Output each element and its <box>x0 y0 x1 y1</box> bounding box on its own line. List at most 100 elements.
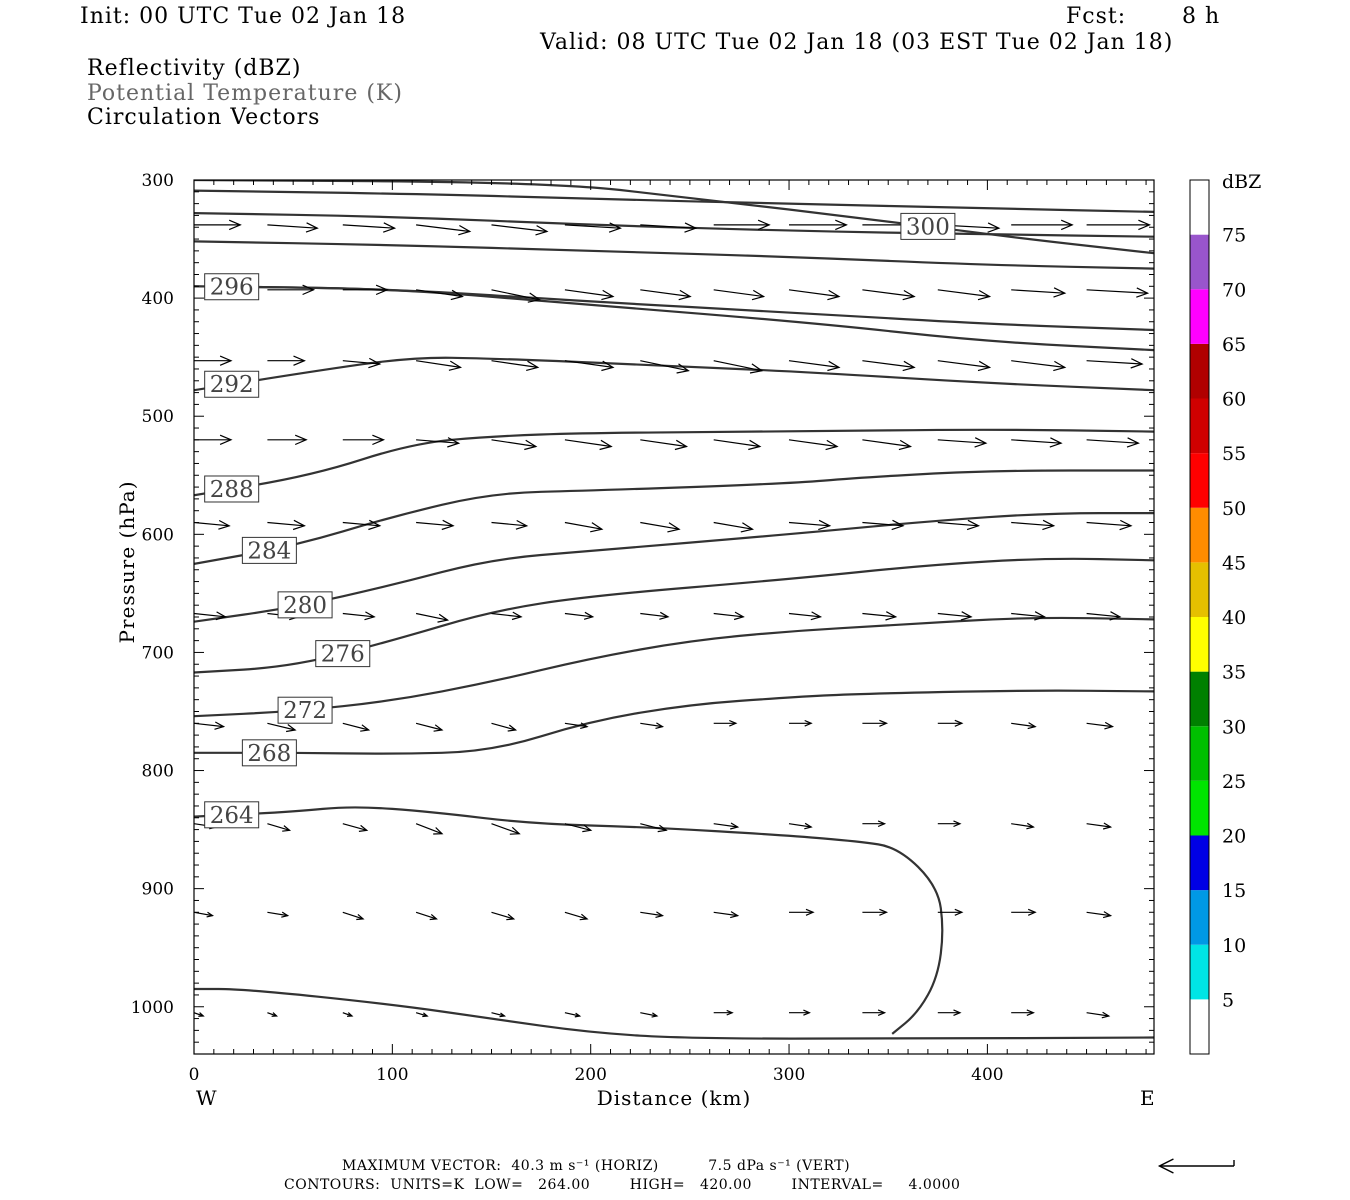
axis-labels: 0 100 200 300 400 300 400 500 600 700 800 900 1000 Di… <box>115 171 1155 1110</box>
vector-shaft <box>267 521 305 527</box>
circulation-vector <box>937 519 981 531</box>
circulation-vector <box>713 822 740 830</box>
circulation-vector <box>1086 721 1115 730</box>
circulation-vector <box>1011 219 1074 231</box>
y-tick-label: 700 <box>142 643 174 663</box>
vector-shaft <box>491 1012 505 1017</box>
circulation-vector <box>1011 611 1047 621</box>
vector-shaft <box>1086 439 1139 444</box>
vector-head <box>509 826 521 835</box>
vector-shaft <box>713 521 753 530</box>
vector-head <box>507 724 518 732</box>
vector-head <box>422 1012 429 1018</box>
vector-shaft <box>713 612 744 618</box>
vector-head <box>977 360 992 372</box>
vector-shaft <box>416 224 470 233</box>
contour-line-276 <box>194 557 1154 674</box>
circulation-vector <box>788 439 839 451</box>
vector-head <box>1109 611 1122 621</box>
vector-shaft <box>1011 612 1045 618</box>
colorbar-level-label: 10 <box>1222 935 1246 957</box>
vector-shaft <box>491 360 538 368</box>
circulation-vector <box>267 222 319 233</box>
vector-head <box>286 724 297 733</box>
circulation-vector <box>862 611 898 621</box>
circulation-vector <box>415 612 450 623</box>
circulation-vector <box>640 360 690 374</box>
circulation-vector <box>788 360 841 372</box>
circulation-vector <box>267 519 306 531</box>
vector-head <box>879 908 889 916</box>
vector-head <box>960 611 973 621</box>
circulation-vector <box>1086 1011 1111 1019</box>
vector-shaft <box>640 823 667 831</box>
contour-line <box>194 285 1154 332</box>
y-axis-title: Pressure (hPa) <box>115 481 139 644</box>
contour-label: 264 <box>210 803 254 829</box>
vector-head <box>271 1012 279 1017</box>
vector-head <box>684 222 698 233</box>
vector-shaft <box>640 289 691 298</box>
circulation-vector <box>342 434 386 446</box>
circulation-vector <box>267 284 316 296</box>
contour-label-box <box>241 536 297 564</box>
circulation-vector <box>789 719 813 727</box>
vector-shaft <box>415 1012 428 1017</box>
vector-shaft <box>1011 360 1065 368</box>
vector-head <box>375 284 389 296</box>
circulation-vector <box>194 611 227 621</box>
vector-head <box>835 219 848 231</box>
vector-shaft <box>491 722 516 731</box>
vector-shaft <box>788 823 812 828</box>
vector-shaft <box>862 521 904 527</box>
contour-line-264 <box>194 806 944 1035</box>
circulation-vector <box>491 823 521 835</box>
contour-line-284 <box>194 469 1154 565</box>
vector-shaft <box>491 521 527 527</box>
vector-head <box>818 519 832 531</box>
vector-shaft <box>194 722 224 728</box>
vector-head <box>953 1009 962 1016</box>
circulation-vector <box>640 611 670 620</box>
circulation-vector <box>1086 822 1113 830</box>
vector-head <box>902 289 916 301</box>
vector-shaft <box>937 521 979 527</box>
circulation-vector <box>415 1012 429 1018</box>
circulation-vector <box>342 611 376 621</box>
field-potential-temperature: Potential Temperature (K) <box>87 81 403 106</box>
contour-label: 268 <box>247 741 291 767</box>
vector-shaft <box>564 439 612 448</box>
circulation-vector <box>1011 722 1037 730</box>
circulation-vector <box>713 1009 734 1016</box>
circulation-vector <box>713 611 745 621</box>
vector-head <box>674 439 689 451</box>
vector-head <box>730 911 740 919</box>
vector-head <box>368 519 382 531</box>
vector-head <box>977 289 992 301</box>
contour-line-300 <box>194 180 1154 255</box>
circulation-vector <box>640 911 665 918</box>
vector-head <box>879 719 889 727</box>
vector-shaft <box>415 911 437 920</box>
circulation-vector <box>267 434 308 446</box>
vector-head <box>749 363 764 374</box>
vector-shaft <box>267 722 296 731</box>
vector-shaft <box>1011 521 1054 527</box>
contour-label-box <box>277 591 333 619</box>
circulation-vector <box>640 823 668 833</box>
contour-label: 300 <box>906 214 950 240</box>
circulation-vector <box>713 439 762 451</box>
circulation-vector <box>416 360 463 371</box>
circulation-vector <box>194 911 215 918</box>
circulation-vector <box>713 911 740 919</box>
circulation-vector <box>1011 519 1056 531</box>
vector-shaft <box>1086 360 1143 365</box>
vector-shaft <box>1086 289 1148 294</box>
circulation-vector <box>342 722 371 732</box>
vector-shaft <box>491 612 522 618</box>
circulation-vector <box>862 289 916 301</box>
x-axis-title: Distance (km) <box>597 1086 752 1110</box>
circulation-vector <box>937 437 988 448</box>
circulation-vector <box>862 820 887 828</box>
vector-shaft <box>862 439 911 448</box>
